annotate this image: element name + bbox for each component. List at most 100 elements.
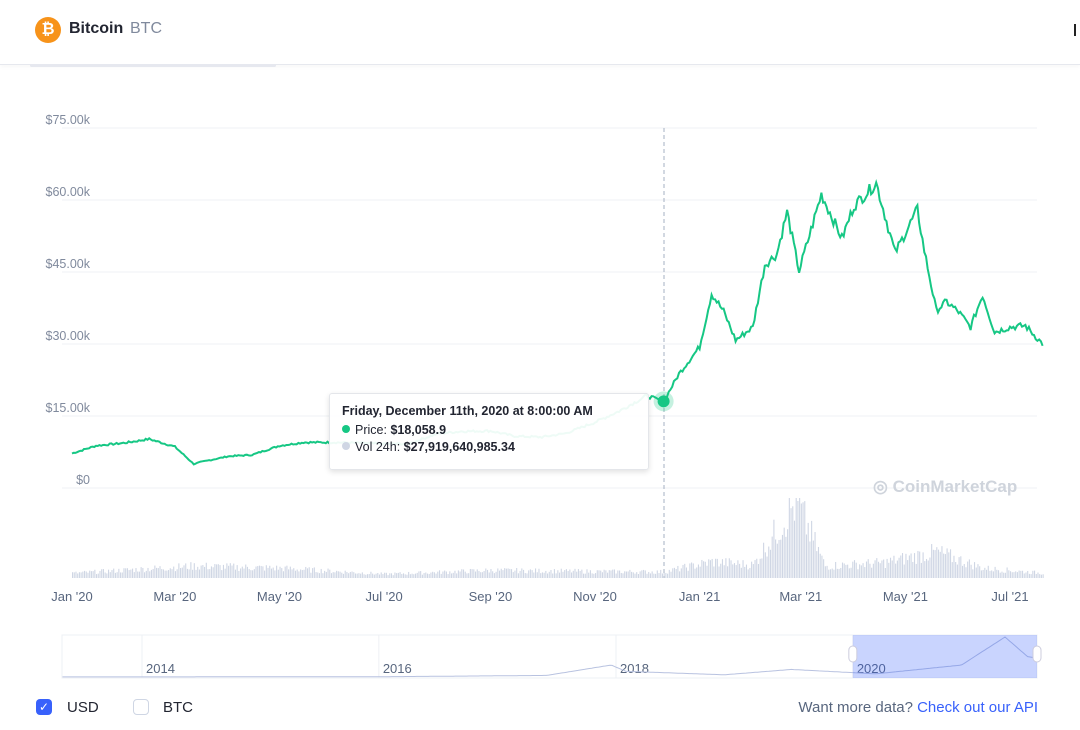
volume-bar [848,568,850,578]
btc-label[interactable]: BTC [163,699,193,716]
volume-bar [116,572,118,578]
volume-bar [162,569,164,578]
volume-bar [1025,572,1027,578]
volume-bar [605,570,607,578]
volume-bar [120,572,122,578]
api-link[interactable]: Check out our API [917,699,1038,716]
volume-bar [281,568,283,578]
volume-bar [985,569,988,578]
volume-bar [747,569,749,578]
volume-bar [636,572,638,578]
volume-bar [997,570,1000,578]
volume-bar [1037,572,1039,578]
volume-bar [577,569,579,578]
volume-bar [233,563,235,578]
volume-bar [649,573,651,578]
volume-bar [889,557,892,578]
volume-bar [161,569,163,578]
volume-bar [204,566,206,578]
usd-checkbox[interactable]: ✓ [36,699,52,715]
volume-bar [684,563,686,578]
volume-bar [332,572,334,578]
navigator-handle-right[interactable] [1032,645,1042,663]
volume-bar [987,565,989,578]
volume-bar [330,573,333,578]
volume-bar [428,573,430,578]
volume-bar [637,574,639,578]
x-tick-label: Jan '21 [679,589,721,604]
volume-bar [648,571,650,578]
volume-bar [262,566,264,578]
volume-bar [92,571,94,578]
volume-bar [817,546,820,578]
volume-bar [643,569,645,578]
volume-bar [730,560,732,578]
volume-bar [125,568,127,578]
volume-bar [576,571,578,578]
volume-bar [994,566,996,578]
volume-bar [1006,567,1008,578]
volume-bar [469,568,471,578]
navigator-tick-label: 2016 [383,661,412,676]
x-tick-label: Nov '20 [573,589,617,604]
navigator-handle-left[interactable] [848,645,858,663]
volume-bar [673,567,675,578]
volume-bar [776,543,778,578]
volume-bar [106,573,108,578]
volume-bar [694,568,696,578]
volume-bar [646,573,648,578]
volume-bar [1023,573,1025,578]
volume-bar [850,567,852,578]
volume-bar [138,571,140,578]
volume-bar [775,539,777,578]
volume-bar [166,570,168,578]
volume-bar [883,559,885,578]
btc-checkbox[interactable] [133,699,149,715]
volume-bar [111,570,113,578]
volume-bar [318,573,321,578]
volume-bar [529,569,531,578]
volume-bar [493,573,495,578]
volume-bar [932,549,934,578]
volume-bar [171,569,173,578]
volume-bar [133,572,135,578]
volume-bar [915,563,917,578]
volume-bar [481,572,483,578]
volume-bar [401,573,403,578]
volume-bar [733,563,736,578]
volume-bar [925,558,928,578]
volume-bar [476,569,478,578]
volume-bar [293,568,295,578]
volume-bar [135,568,137,578]
volume-bar [245,564,247,578]
volume-bar [197,566,199,578]
volume-bar [687,570,689,578]
volume-bar [869,563,871,578]
usd-label[interactable]: USD [67,699,99,716]
volume-bar [555,573,557,578]
y-tick-label: $75.00k [46,113,91,127]
volume-bar [595,573,597,578]
volume-bar [210,566,212,578]
x-tick-label: Mar '20 [153,589,196,604]
volume-bar [896,560,898,578]
volume-bar [557,570,559,578]
volume-bar [149,571,151,578]
volume-bar [853,560,856,578]
volume-bar [178,563,180,578]
volume-bar [543,572,545,578]
volume-bar [334,572,336,578]
volume-bar [629,569,631,578]
volume-bar [240,568,242,578]
volume-bar [507,568,509,578]
volume-bar [190,562,192,578]
x-tick-label: Sep '20 [469,589,513,604]
volume-bar [593,573,595,578]
x-tick-label: Mar '21 [779,589,822,604]
volume-bar [514,570,516,578]
volume-bar [480,572,482,578]
volume-bar [243,568,245,578]
volume-bar [1027,570,1029,578]
volume-bar [447,574,449,578]
